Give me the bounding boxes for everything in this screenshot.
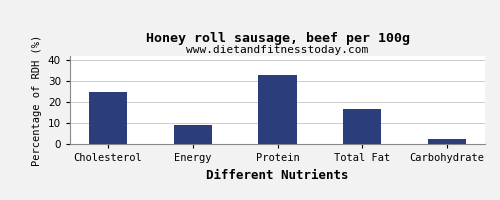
Bar xyxy=(89,92,127,144)
Bar xyxy=(343,109,382,144)
Bar xyxy=(428,139,466,144)
Y-axis label: Percentage of RDH (%): Percentage of RDH (%) xyxy=(32,34,42,166)
Text: www.dietandfitnesstoday.com: www.dietandfitnesstoday.com xyxy=(186,45,368,55)
Bar xyxy=(258,75,296,144)
X-axis label: Different Nutrients: Different Nutrients xyxy=(206,169,349,182)
Bar xyxy=(174,125,212,144)
Text: Honey roll sausage, beef per 100g: Honey roll sausage, beef per 100g xyxy=(146,32,410,45)
Title: Honey roll sausage, beef per 100g
www.dietandfitnesstoday.com: Honey roll sausage, beef per 100g www.di… xyxy=(0,199,1,200)
